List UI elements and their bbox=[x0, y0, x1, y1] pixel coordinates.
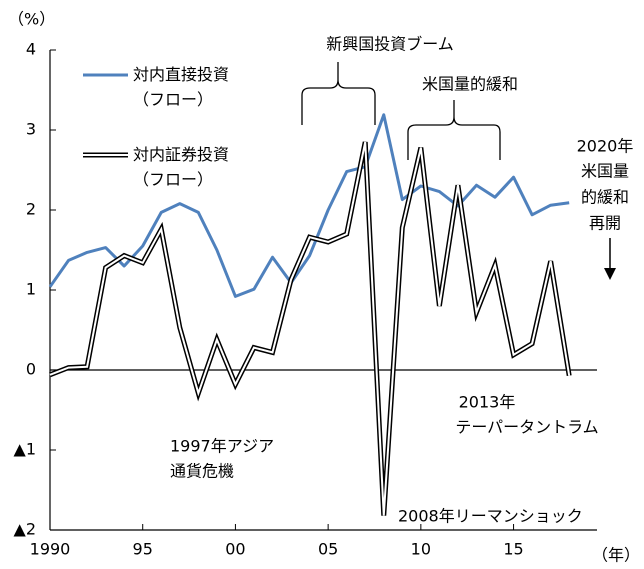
annotation: テーパータントラム bbox=[455, 418, 598, 437]
annotation: 米国量的緩和 bbox=[422, 75, 518, 94]
series-line bbox=[49, 141, 572, 516]
x-tick-label: 15 bbox=[503, 540, 523, 559]
x-tick-label: 05 bbox=[318, 540, 338, 559]
y-unit: （%） bbox=[8, 10, 55, 29]
y-tick-label: 4 bbox=[26, 40, 36, 59]
series-line-inner bbox=[49, 141, 571, 516]
x-tick-label: 10 bbox=[411, 540, 431, 559]
x-tick-label: 95 bbox=[133, 540, 153, 559]
x-tick-label: 1990 bbox=[30, 540, 71, 559]
annotation: 2020年 bbox=[577, 137, 634, 156]
legend-label: 対内直接投資（フロー） bbox=[133, 65, 230, 109]
annotation: 1997年アジア bbox=[170, 437, 274, 456]
y-tick-label: 2 bbox=[26, 200, 36, 219]
annotation: 米国量 bbox=[581, 162, 629, 181]
brackets bbox=[301, 62, 501, 160]
bracket bbox=[301, 62, 376, 125]
y-tick-label: ▲1 bbox=[14, 440, 36, 459]
annotation: 新興国投資ブーム bbox=[326, 35, 454, 54]
x-unit: （年） bbox=[592, 546, 640, 565]
series-line bbox=[48, 113, 570, 298]
y-tick-label: 0 bbox=[26, 360, 36, 379]
annotation: 通貨危機 bbox=[170, 462, 234, 481]
arrow-head bbox=[604, 268, 616, 280]
bracket bbox=[407, 100, 501, 160]
y-tick-label: 3 bbox=[26, 120, 36, 139]
annotation: 2008年リーマンショック bbox=[398, 507, 583, 526]
annotation: 再開 bbox=[589, 214, 621, 233]
legend-label: 対内証券投資（フロー） bbox=[133, 145, 230, 189]
y-tick-label: ▲2 bbox=[14, 520, 36, 539]
annotation: 的緩和 bbox=[581, 188, 629, 207]
x-tick-label: 00 bbox=[225, 540, 245, 559]
annotation: 2013年 bbox=[459, 393, 516, 412]
y-tick-label: 1 bbox=[26, 280, 36, 299]
